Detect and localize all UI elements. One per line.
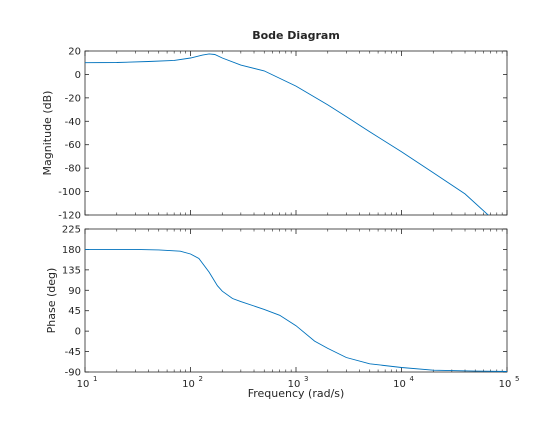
phase-ytick-label: 45	[68, 306, 81, 317]
magnitude-ytick-label: 20	[68, 47, 81, 58]
phase-xtick-label: 10	[77, 379, 90, 390]
phase-ytick-label: 90	[68, 286, 81, 297]
phase-ylabel: Phase (deg)	[45, 268, 58, 334]
phase-ytick-label: 180	[62, 245, 81, 256]
magnitude-ytick-label: 0	[75, 70, 81, 81]
x-axis-label: Frequency (rad/s)	[248, 387, 345, 400]
phase-ytick-label: 0	[75, 327, 81, 338]
phase-xtick-label: 10	[393, 379, 406, 390]
phase-ytick-label: 135	[62, 265, 81, 276]
magnitude-ytick-label: -40	[65, 117, 81, 128]
phase-ytick-label: 225	[62, 225, 81, 236]
magnitude-ytick-label: -120	[58, 211, 81, 222]
phase-ytick-label: -90	[65, 368, 81, 379]
magnitude-ylabel: Magnitude (dB)	[41, 91, 54, 176]
phase-xtick-label: 10	[499, 379, 512, 390]
phase-series-line	[85, 248, 507, 372]
phase-xtick-exponent: 4	[410, 375, 415, 383]
magnitude-ytick-label: -20	[65, 93, 81, 104]
magnitude-ytick-label: -80	[65, 164, 81, 175]
phase-xtick-label: 10	[288, 379, 301, 390]
phase-xtick-label: 10	[182, 379, 195, 390]
chart-title: Bode Diagram	[252, 29, 340, 42]
magnitude-axes-box	[84, 50, 508, 216]
phase-xtick-exponent: 3	[304, 375, 308, 383]
magnitude-ytick-label: -60	[65, 140, 81, 151]
phase-axes-box	[84, 228, 508, 373]
magnitude-ytick-label: -100	[58, 187, 81, 198]
phase-ytick-label: -45	[65, 347, 81, 358]
phase-xtick-exponent: 2	[199, 375, 203, 383]
phase-xtick-exponent: 5	[515, 375, 519, 383]
phase-xtick-exponent: 1	[93, 375, 97, 383]
magnitude-series-line	[85, 53, 489, 215]
